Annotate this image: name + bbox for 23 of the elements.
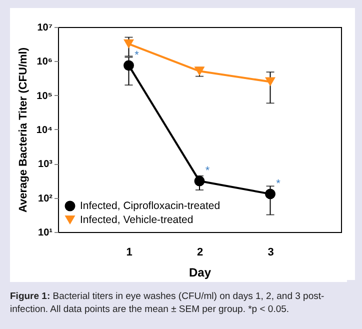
x-tick-label: 2 bbox=[196, 246, 204, 258]
legend-label: Infected, Vehicle-treated bbox=[80, 214, 194, 226]
y-tick-label: 10⁵ bbox=[36, 90, 53, 102]
y-tick-label: 10⁶ bbox=[36, 56, 52, 68]
y-axis-title: Average Bacteria Titer (CFU/ml) bbox=[17, 47, 30, 213]
x-tick-label: 3 bbox=[268, 246, 274, 258]
annotation: * bbox=[276, 178, 282, 190]
annotation: * bbox=[134, 49, 140, 62]
y-tick-label: 10² bbox=[38, 193, 54, 204]
y-tick-label: 10¹ bbox=[38, 228, 54, 238]
y-tick-label: 10³ bbox=[38, 159, 54, 170]
x-tick-label: 1 bbox=[126, 246, 132, 258]
point bbox=[265, 77, 276, 86]
y-tick-label: 10⁷ bbox=[37, 22, 52, 34]
point bbox=[265, 188, 276, 200]
y-tick-label: 10⁴ bbox=[36, 125, 53, 136]
annotation: * bbox=[205, 165, 210, 178]
caption: Figure 1: Bacterial titers in eye washes (CFU/ml) on days 1, 2, and 3 post-infection. All data points are the mean ± SEM per group. *p < 0.05. bbox=[10, 290, 326, 316]
point bbox=[194, 176, 205, 186]
point bbox=[124, 39, 134, 48]
x-axis-title: Day bbox=[188, 266, 212, 280]
point bbox=[124, 60, 134, 71]
legend-label: Infected, Ciprofloxacin-treated bbox=[80, 200, 220, 212]
